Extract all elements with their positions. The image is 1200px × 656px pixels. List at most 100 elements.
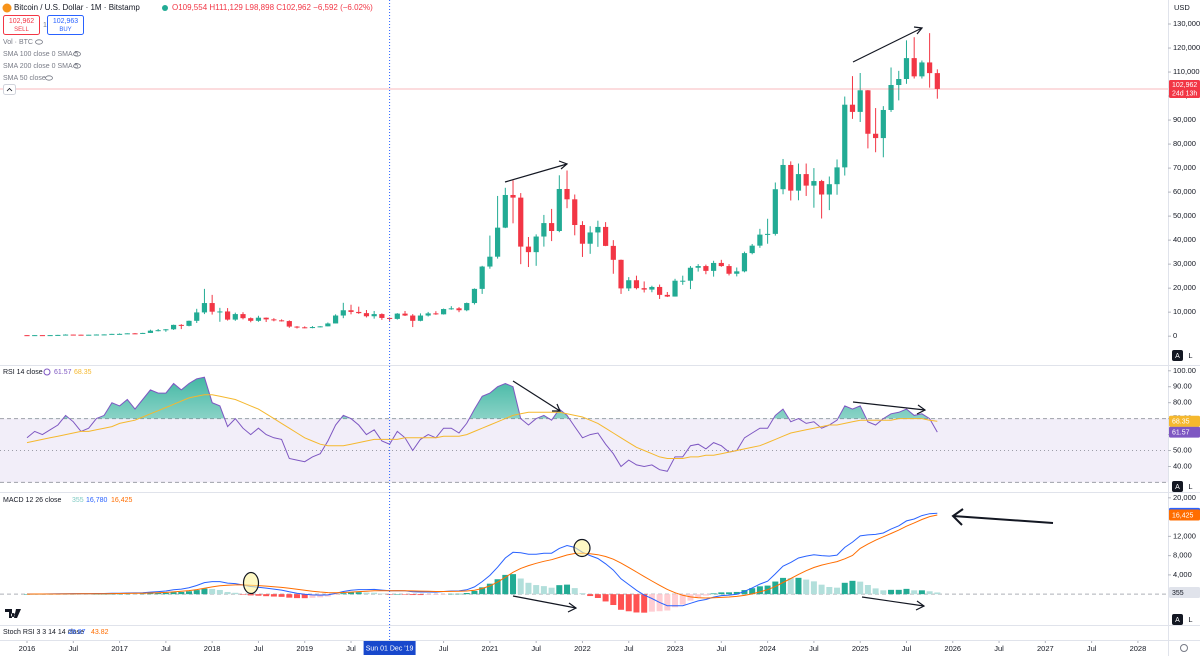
auto-button[interactable] [1172, 481, 1183, 492]
histogram-bar [702, 594, 709, 596]
histogram-bar [926, 591, 933, 595]
buy-button[interactable] [47, 15, 84, 35]
macd-signal-value: 16,425 [111, 497, 133, 504]
y-tick-label: 12,000 [1173, 531, 1196, 540]
candle-body [857, 90, 863, 112]
candle-body [780, 164, 786, 190]
histogram-bar [502, 574, 509, 595]
histogram-bar [479, 587, 486, 595]
histogram-bar [139, 593, 146, 595]
histogram-bar [726, 592, 733, 595]
histogram-bar [548, 587, 555, 595]
histogram-bar [193, 590, 200, 595]
auto-label[interactable]: A [1175, 617, 1180, 624]
y-tick-label: 20,000 [1173, 283, 1196, 292]
candle-body [587, 232, 593, 244]
eye-icon[interactable] [73, 51, 81, 57]
histogram-bar [186, 591, 193, 595]
candle-body [163, 329, 169, 331]
y-tick-label: 30,000 [1173, 259, 1196, 268]
x-tick-label: Jul [809, 644, 819, 653]
last-price-label: 102,962 [1172, 82, 1197, 89]
buy-price[interactable]: 102,963 [53, 18, 78, 25]
histogram-bar [903, 588, 910, 595]
histogram-bar [695, 594, 702, 598]
candle-body [464, 303, 470, 311]
log-label[interactable]: L [1188, 615, 1192, 624]
histogram-bar [486, 583, 493, 595]
y-tick-label: 50.00 [1173, 446, 1192, 455]
histogram-bar [409, 594, 416, 596]
y-tick-label: 100.00 [1173, 366, 1196, 375]
log-label[interactable]: L [1188, 351, 1192, 360]
y-tick-label: 10,000 [1173, 307, 1196, 316]
annotation-arrow [852, 27, 923, 63]
histogram-bar [510, 574, 517, 595]
sell-price[interactable]: 102,962 [9, 18, 34, 25]
candle-body [201, 303, 208, 313]
x-tick-label: Jul [994, 644, 1004, 653]
histogram-bar [371, 592, 378, 595]
indicator-label: SMA 200 close 0 SMA 5 [3, 63, 78, 70]
x-tick-label: 2026 [944, 644, 961, 653]
x-tick-label: 2016 [19, 644, 36, 653]
x-tick-label: Jul [531, 644, 541, 653]
candle-body [363, 313, 370, 317]
auto-label[interactable]: A [1175, 484, 1180, 491]
histogram-bar [201, 588, 208, 595]
candle-body [62, 334, 69, 336]
eye-icon[interactable] [45, 75, 53, 81]
collapse-button[interactable] [3, 84, 16, 95]
buy-label[interactable]: BUY [59, 27, 71, 33]
candle-body [340, 310, 346, 316]
histogram-bar [579, 593, 586, 595]
arrow-head [567, 602, 578, 613]
candle-body [456, 308, 462, 311]
indicator-label: SMA 50 close [3, 75, 46, 82]
candle-body [803, 174, 809, 186]
histogram-bar [170, 592, 177, 595]
x-tick-label: Jul [902, 644, 912, 653]
candle-body [317, 326, 323, 328]
histogram-bar [733, 591, 740, 595]
candle-body [896, 79, 902, 86]
candle-body [726, 266, 732, 274]
candle-body [525, 246, 532, 253]
histogram-bar [918, 590, 925, 595]
candle-body [618, 259, 624, 289]
histogram-bar [672, 594, 679, 608]
candle-body [178, 324, 184, 326]
candle-body [502, 194, 508, 228]
sell-button[interactable] [3, 15, 40, 35]
histogram-bar [818, 584, 825, 595]
auto-button[interactable] [1172, 614, 1183, 625]
sell-label[interactable]: SELL [14, 27, 29, 33]
log-label[interactable]: L [1188, 482, 1192, 491]
candle-body [232, 314, 238, 320]
eye-icon[interactable] [73, 63, 81, 69]
candle-body [433, 313, 439, 315]
candle-body [471, 288, 478, 304]
histogram-bar [93, 593, 100, 595]
candle-body [873, 133, 879, 139]
auto-label[interactable]: A [1175, 353, 1180, 360]
candle-body [718, 262, 724, 267]
y-tick-label: 90,000 [1173, 115, 1196, 124]
histogram-bar [556, 585, 563, 595]
histogram-bar [826, 586, 833, 595]
chevron [6, 87, 13, 92]
candle-body [32, 335, 38, 337]
candle-body [518, 197, 524, 247]
settings-icon[interactable] [1180, 644, 1188, 652]
candle-body [402, 313, 408, 316]
eye-icon[interactable] [35, 39, 43, 45]
annotation-arrow [861, 596, 925, 607]
y-tick-label: 50,000 [1173, 211, 1196, 220]
candle-body [548, 223, 555, 232]
histogram-bar [749, 588, 756, 595]
auto-button[interactable] [1172, 350, 1183, 361]
candle-body [448, 308, 454, 310]
histogram-bar [448, 593, 455, 595]
histogram-bar [232, 592, 239, 595]
